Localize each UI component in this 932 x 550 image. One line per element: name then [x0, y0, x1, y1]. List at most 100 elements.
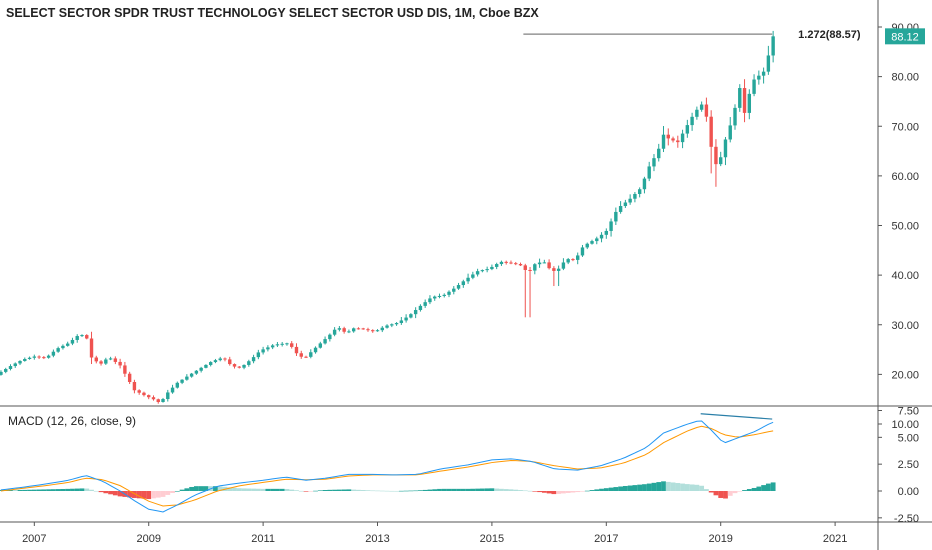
histogram-bar[interactable]	[79, 488, 85, 491]
histogram-bar[interactable]	[665, 481, 671, 491]
candle[interactable]	[147, 394, 151, 400]
candle[interactable]	[218, 356, 222, 362]
histogram-bar[interactable]	[270, 488, 276, 491]
candle[interactable]	[118, 358, 122, 369]
candle[interactable]	[547, 259, 551, 270]
candle[interactable]	[628, 194, 632, 205]
histogram-bar[interactable]	[427, 489, 433, 491]
candle[interactable]	[442, 293, 446, 298]
candle[interactable]	[433, 295, 437, 301]
candle[interactable]	[514, 261, 518, 266]
histogram-bar[interactable]	[632, 485, 638, 491]
candle[interactable]	[89, 331, 94, 365]
candle[interactable]	[471, 271, 475, 280]
histogram-bar[interactable]	[556, 491, 562, 494]
histogram-bar[interactable]	[537, 491, 542, 493]
histogram-bar[interactable]	[279, 488, 285, 491]
histogram-bar[interactable]	[313, 490, 318, 492]
macd-line[interactable]	[0, 420, 774, 513]
candle[interactable]	[571, 258, 575, 262]
candle[interactable]	[18, 360, 22, 366]
candle[interactable]	[609, 218, 613, 237]
candle[interactable]	[456, 282, 461, 290]
candle[interactable]	[647, 161, 651, 182]
candle[interactable]	[375, 329, 380, 332]
candle[interactable]	[366, 327, 370, 332]
histogram-bar[interactable]	[27, 489, 32, 491]
candle[interactable]	[556, 265, 561, 287]
candle[interactable]	[285, 342, 289, 346]
histogram-bar[interactable]	[241, 488, 247, 491]
histogram-bar[interactable]	[756, 486, 762, 491]
histogram-bar[interactable]	[470, 488, 476, 491]
histogram-bar[interactable]	[8, 489, 13, 491]
histogram-bar[interactable]	[365, 490, 371, 491]
candle[interactable]	[418, 304, 423, 312]
histogram-bar[interactable]	[694, 484, 700, 491]
candle[interactable]	[380, 326, 384, 333]
histogram-bar[interactable]	[351, 489, 357, 491]
histogram-bar[interactable]	[546, 491, 552, 494]
candle[interactable]	[32, 354, 37, 360]
histogram-bar[interactable]	[489, 488, 495, 491]
histogram-bar[interactable]	[227, 487, 233, 491]
histogram-bar[interactable]	[656, 482, 662, 491]
candle[interactable]	[714, 139, 718, 187]
histogram-bar[interactable]	[460, 488, 466, 491]
candle[interactable]	[580, 244, 585, 257]
histogram-bar[interactable]	[699, 485, 705, 491]
candle[interactable]	[166, 389, 170, 402]
candle[interactable]	[542, 259, 547, 264]
histogram-bar[interactable]	[203, 486, 209, 491]
candle[interactable]	[37, 355, 41, 360]
candle[interactable]	[423, 299, 427, 308]
histogram-bar[interactable]	[98, 491, 104, 493]
candle[interactable]	[290, 341, 294, 349]
histogram-bar[interactable]	[727, 491, 733, 496]
candle[interactable]	[280, 341, 284, 347]
histogram-bar[interactable]	[93, 490, 99, 492]
histogram-bar[interactable]	[594, 489, 600, 491]
histogram-bar[interactable]	[151, 491, 156, 499]
histogram-bar[interactable]	[22, 489, 28, 491]
candle[interactable]	[747, 89, 752, 120]
histogram-bar[interactable]	[589, 490, 595, 491]
histogram-bar[interactable]	[527, 490, 533, 492]
histogram-bar[interactable]	[184, 488, 190, 491]
histogram-bar[interactable]	[160, 491, 166, 497]
candle[interactable]	[270, 344, 275, 350]
histogram-bar[interactable]	[108, 491, 113, 495]
candle[interactable]	[299, 350, 303, 359]
time-axis[interactable]: 2007 2009 2011 2013 2015 2017 2019 2021	[22, 522, 847, 545]
candle[interactable]	[461, 279, 466, 288]
histogram-bar[interactable]	[580, 491, 585, 492]
candle[interactable]	[361, 327, 365, 330]
candle[interactable]	[676, 135, 680, 148]
histogram-bar[interactable]	[370, 490, 376, 492]
histogram-bar[interactable]	[112, 491, 118, 496]
histogram-bar[interactable]	[704, 489, 709, 491]
candle[interactable]	[46, 354, 51, 359]
histogram-bar[interactable]	[565, 491, 571, 493]
histogram-bar[interactable]	[713, 491, 719, 496]
histogram-bar[interactable]	[198, 486, 204, 491]
histogram-bar[interactable]	[84, 488, 90, 491]
histogram-bar[interactable]	[141, 491, 147, 499]
candle[interactable]	[51, 349, 56, 358]
candle[interactable]	[27, 356, 32, 360]
histogram-bar[interactable]	[746, 489, 752, 491]
histogram-bar[interactable]	[503, 489, 509, 491]
candle[interactable]	[161, 397, 165, 403]
histogram-bar[interactable]	[646, 483, 652, 491]
histogram-bar[interactable]	[408, 490, 414, 492]
histogram-bar[interactable]	[284, 488, 290, 491]
candle[interactable]	[490, 264, 494, 271]
candle[interactable]	[771, 30, 775, 63]
candle[interactable]	[371, 329, 375, 333]
histogram-bar[interactable]	[394, 490, 399, 492]
candle[interactable]	[738, 84, 742, 112]
candle[interactable]	[671, 136, 675, 143]
candle[interactable]	[232, 363, 237, 369]
candle[interactable]	[185, 374, 189, 381]
histogram-bar[interactable]	[689, 484, 695, 491]
